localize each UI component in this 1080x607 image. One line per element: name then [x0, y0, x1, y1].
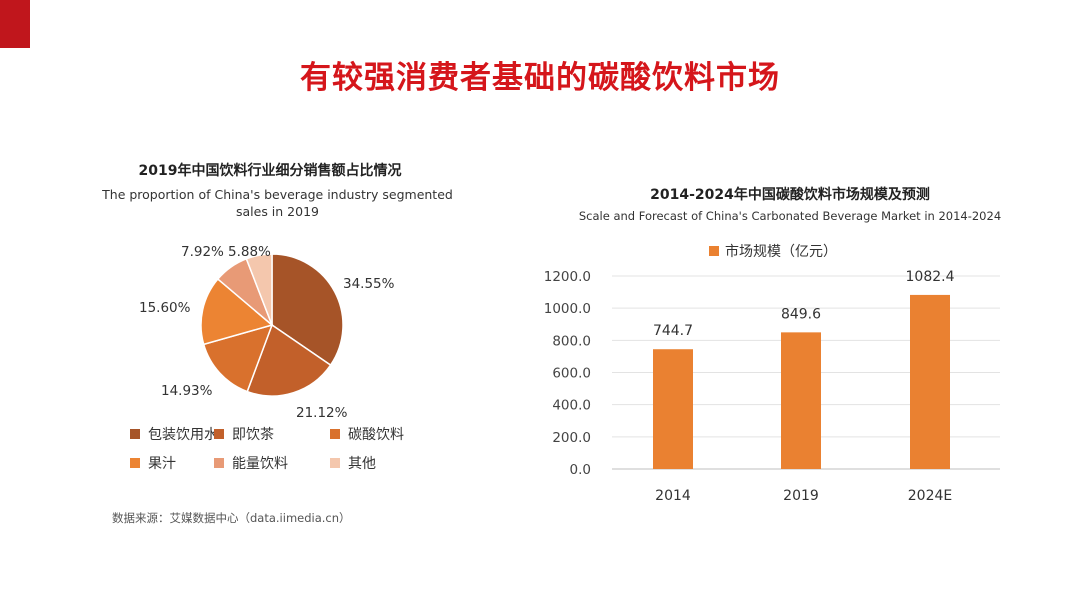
- legend-item: 能量饮料: [214, 453, 288, 473]
- bar: [653, 349, 693, 469]
- bar-value-label: 1082.4: [906, 269, 955, 285]
- bar-value-label: 849.6: [781, 306, 821, 322]
- legend-label: 包装饮用水: [148, 427, 218, 443]
- y-tick-label: 200.0: [552, 430, 591, 446]
- legend-label: 碳酸饮料: [348, 427, 404, 443]
- x-tick-label: 2024E: [908, 488, 952, 504]
- legend-swatch: [130, 429, 140, 439]
- pie-slice-label: 15.60%: [139, 300, 191, 316]
- legend-swatch: [214, 429, 224, 439]
- legend-swatch: [330, 429, 340, 439]
- pie-slice: [246, 323, 332, 397]
- pie-slice: [245, 253, 273, 326]
- y-tick-label: 400.0: [552, 398, 591, 414]
- data-source-note: 数据来源：艾媒数据中心（data.iimedia.cn）: [112, 511, 351, 525]
- page-title: 有较强消费者基础的碳酸饮料市场: [300, 60, 780, 96]
- x-tick-label: 2014: [655, 488, 691, 504]
- pie-slice-label: 21.12%: [296, 405, 348, 421]
- legend-label: 能量饮料: [232, 456, 288, 472]
- bar-legend-swatch: [709, 246, 719, 256]
- y-tick-label: 1000.0: [544, 301, 591, 317]
- pie-slice: [202, 323, 274, 393]
- bar: [910, 294, 950, 469]
- legend-item: 其他: [330, 453, 376, 473]
- legend-label: 果汁: [148, 456, 176, 472]
- x-tick-label: 2019: [783, 488, 819, 504]
- pie-slice: [200, 278, 274, 346]
- pie-slice: [271, 253, 344, 367]
- pie-chart-subtitle: The proportion of China's beverage indus…: [102, 187, 453, 219]
- legend-item: 包装饮用水: [130, 424, 218, 444]
- pie-slice-label: 14.93%: [161, 383, 213, 399]
- legend-item: 即饮茶: [214, 424, 274, 444]
- bar: [781, 332, 821, 469]
- pie-slice-label: 7.92%: [181, 244, 224, 260]
- pie-slice-label: 5.88%: [228, 244, 271, 260]
- corner-accent: [0, 0, 30, 48]
- legend-item: 果汁: [130, 453, 176, 473]
- pie-chart-title: 2019年中国饮料行业细分销售额占比情况: [138, 163, 402, 179]
- bar-chart-subtitle: Scale and Forecast of China's Carbonated…: [578, 209, 1002, 223]
- legend-item: 碳酸饮料: [330, 424, 404, 444]
- y-tick-label: 0.0: [570, 462, 591, 478]
- bar-legend-label: 市场规模（亿元）: [725, 243, 837, 260]
- legend-swatch: [130, 458, 140, 468]
- bar-value-label: 744.7: [653, 323, 693, 339]
- legend-label: 其他: [348, 456, 376, 472]
- legend-label: 即饮茶: [232, 427, 274, 443]
- y-tick-label: 1200.0: [544, 269, 591, 285]
- pie-slice-label: 34.55%: [343, 276, 395, 292]
- legend-swatch: [330, 458, 340, 468]
- bar-chart-title: 2014-2024年中国碳酸饮料市场规模及预测: [650, 187, 930, 203]
- legend-swatch: [214, 458, 224, 468]
- y-tick-label: 600.0: [552, 366, 591, 382]
- y-tick-label: 800.0: [552, 333, 591, 349]
